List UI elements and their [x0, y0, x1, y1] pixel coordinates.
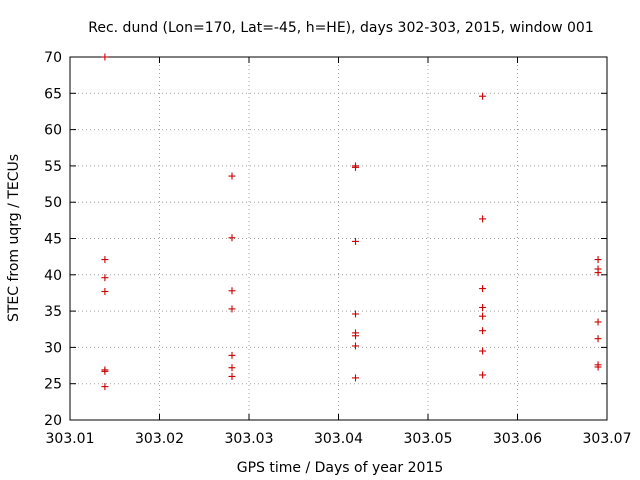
data-point: [352, 163, 360, 171]
y-axis-tick-labels: 20 25 30 35 40 45 50 55 60 65 70: [44, 50, 62, 429]
x-tick-label: 303.05: [404, 431, 453, 447]
data-point: [101, 367, 109, 375]
x-tick-label: 303.03: [225, 431, 274, 447]
y-tick-label: 55: [44, 159, 62, 175]
data-point: [228, 364, 236, 372]
x-axis-tick-labels: 303.01 303.02 303.03 303.04 303.05 303.06 303.…: [46, 431, 632, 447]
x-tick-label: 303.07: [583, 431, 632, 447]
data-point: [479, 303, 487, 311]
data-point: [479, 327, 487, 335]
data-point: [594, 318, 602, 326]
y-axis-label: STEC from uqrg / TECUs: [6, 154, 22, 322]
y-tick-label: 45: [44, 232, 62, 248]
grid-lines: [70, 57, 607, 420]
data-point: [228, 287, 236, 295]
y-tick-label: 70: [44, 50, 62, 66]
data-point: [101, 256, 109, 264]
data-point: [352, 342, 360, 350]
data-point: [594, 269, 602, 277]
data-point: [228, 351, 236, 359]
data-point: [479, 347, 487, 355]
x-tick-label: 303.01: [46, 431, 95, 447]
data-point: [479, 371, 487, 379]
y-tick-label: 35: [44, 304, 62, 320]
data-point: [479, 312, 487, 320]
data-point: [101, 287, 109, 295]
y-tick-label: 25: [44, 377, 62, 393]
data-point: [228, 172, 236, 180]
data-points: [101, 53, 602, 391]
data-point: [352, 237, 360, 245]
data-point: [594, 335, 602, 343]
data-point: [101, 53, 109, 61]
data-point: [101, 274, 109, 282]
y-tick-label: 30: [44, 340, 62, 356]
data-point: [352, 374, 360, 382]
data-point: [479, 285, 487, 293]
data-point: [594, 363, 602, 371]
data-point: [228, 372, 236, 380]
data-point: [352, 310, 360, 318]
plot-frame: [69, 56, 608, 421]
x-tick-label: 303.06: [493, 431, 542, 447]
x-axis-label: GPS time / Days of year 2015: [237, 460, 444, 476]
data-point: [352, 332, 360, 340]
data-point: [228, 305, 236, 313]
y-tick-label: 40: [44, 268, 62, 284]
data-point: [479, 92, 487, 100]
y-tick-label: 20: [44, 413, 62, 429]
x-tick-label: 303.04: [314, 431, 363, 447]
data-point: [228, 234, 236, 242]
y-tick-label: 60: [44, 123, 62, 139]
chart-title: Rec. dund (Lon=170, Lat=-45, h=HE), days…: [88, 20, 594, 36]
data-point: [101, 383, 109, 391]
y-tick-label: 65: [44, 86, 62, 102]
data-point: [479, 215, 487, 223]
x-tick-label: 303.02: [135, 431, 184, 447]
data-point: [594, 256, 602, 264]
y-tick-label: 50: [44, 195, 62, 211]
